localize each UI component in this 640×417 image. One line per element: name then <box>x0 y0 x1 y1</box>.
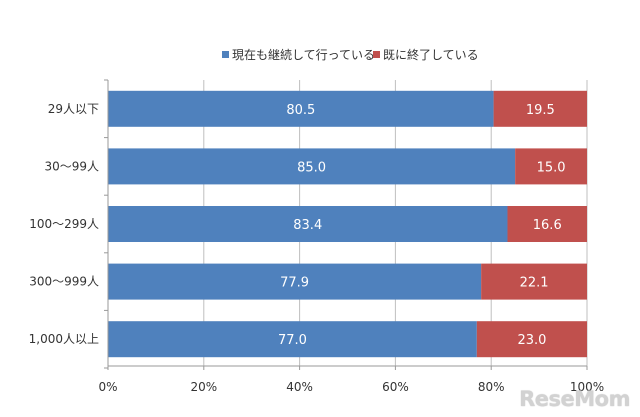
bar-label-ended-4: 23.0 <box>517 333 546 348</box>
bar-ended-3 <box>481 263 587 300</box>
legend-label-continuing: 現在も継続して行っている <box>232 47 376 62</box>
bar-continuing-3 <box>108 263 482 300</box>
x-tick-label-40: 40% <box>286 380 313 394</box>
category-label-4: 1,000人以上 <box>29 332 99 346</box>
resemom-watermark: ReseMom <box>519 387 630 411</box>
category-label-0: 29人以下 <box>48 102 99 116</box>
bar-ended-2 <box>507 206 587 242</box>
legend-item-ended: 既に終了している <box>373 47 479 62</box>
bar-ended-1 <box>515 148 587 185</box>
bar-continuing-0 <box>108 90 494 127</box>
legend-swatch-continuing <box>222 50 229 58</box>
x-tick-label-80: 80% <box>478 380 505 394</box>
x-tick-label-0: 0% <box>98 380 117 394</box>
legend-swatch-ended <box>373 50 380 58</box>
bar-continuing-4 <box>108 321 477 358</box>
category-label-3: 300～999人 <box>29 275 99 289</box>
x-tick-label-100: 100% <box>570 380 604 394</box>
bar-label-continuing-2: 83.4 <box>293 218 322 233</box>
bar-label-ended-3: 22.1 <box>520 276 549 291</box>
bar-label-ended-1: 15.0 <box>537 160 566 175</box>
x-tick-label-20: 20% <box>190 380 217 394</box>
bar-label-ended-0: 19.5 <box>526 103 555 118</box>
bar-label-continuing-3: 77.9 <box>280 276 309 291</box>
bar-label-continuing-4: 77.0 <box>278 333 307 348</box>
category-label-2: 100～299人 <box>29 217 99 231</box>
bar-continuing-1 <box>108 148 516 185</box>
category-label-1: 30～99人 <box>44 159 99 173</box>
bar-label-ended-2: 16.6 <box>533 218 562 233</box>
bar-ended-0 <box>493 90 587 127</box>
bar-label-continuing-0: 80.5 <box>286 103 315 118</box>
bar-continuing-2 <box>108 206 508 242</box>
bar-label-continuing-1: 85.0 <box>297 160 326 175</box>
bar-ended-4 <box>476 321 587 358</box>
legend-label-ended: 既に終了している <box>383 47 479 62</box>
legend-item-continuing: 現在も継続して行っている <box>222 47 376 62</box>
x-tick-label-60: 60% <box>382 380 409 394</box>
